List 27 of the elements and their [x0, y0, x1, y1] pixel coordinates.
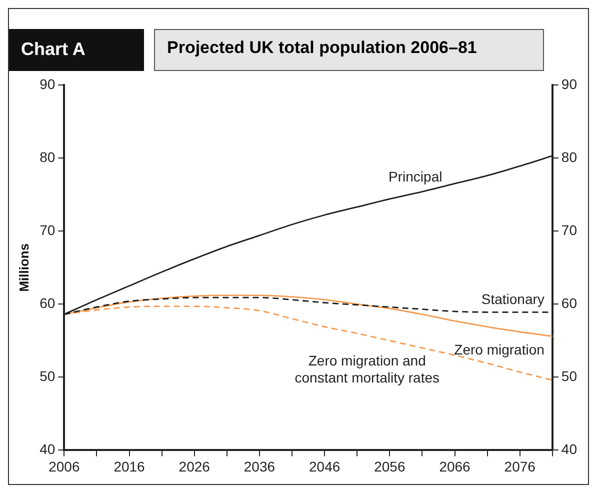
y-tick-label: 90 [40, 76, 56, 92]
series-label: Stationary [481, 291, 544, 308]
chart-subtitle: Chart A [9, 29, 144, 71]
series-label: Zero migration and constant mortality rates [294, 352, 440, 386]
y-tick-label: 80 [40, 148, 56, 165]
x-tick-label: 2056 [374, 458, 406, 474]
y2-tick-label: 60 [561, 294, 578, 311]
x-tick-label: 2076 [504, 458, 536, 474]
x-tick-label: 2006 [48, 458, 80, 474]
x-tick-label: 2046 [308, 458, 340, 474]
y2-tick-label: 90 [561, 76, 578, 92]
y-tick-label: 50 [40, 368, 56, 384]
x-tick-label: 2026 [178, 458, 210, 474]
y2-tick-label: 80 [561, 148, 578, 165]
series-label: Principal [388, 168, 442, 185]
y-tick-label: 40 [40, 441, 56, 458]
x-tick-label: 2016 [114, 458, 146, 474]
y-axis-title: Millions [16, 243, 32, 292]
y2-tick-label: 50 [561, 368, 578, 384]
y-tick-label: 60 [40, 294, 56, 311]
chart-title: Projected UK total population 2006–81 [154, 29, 544, 71]
y2-tick-label: 40 [561, 441, 578, 458]
x-tick-label: 2036 [244, 458, 276, 474]
x-tick-label: 2066 [439, 458, 471, 474]
series-label: Zero migration [454, 341, 544, 358]
y2-tick-label: 70 [561, 222, 578, 238]
y-tick-label: 70 [40, 222, 56, 238]
